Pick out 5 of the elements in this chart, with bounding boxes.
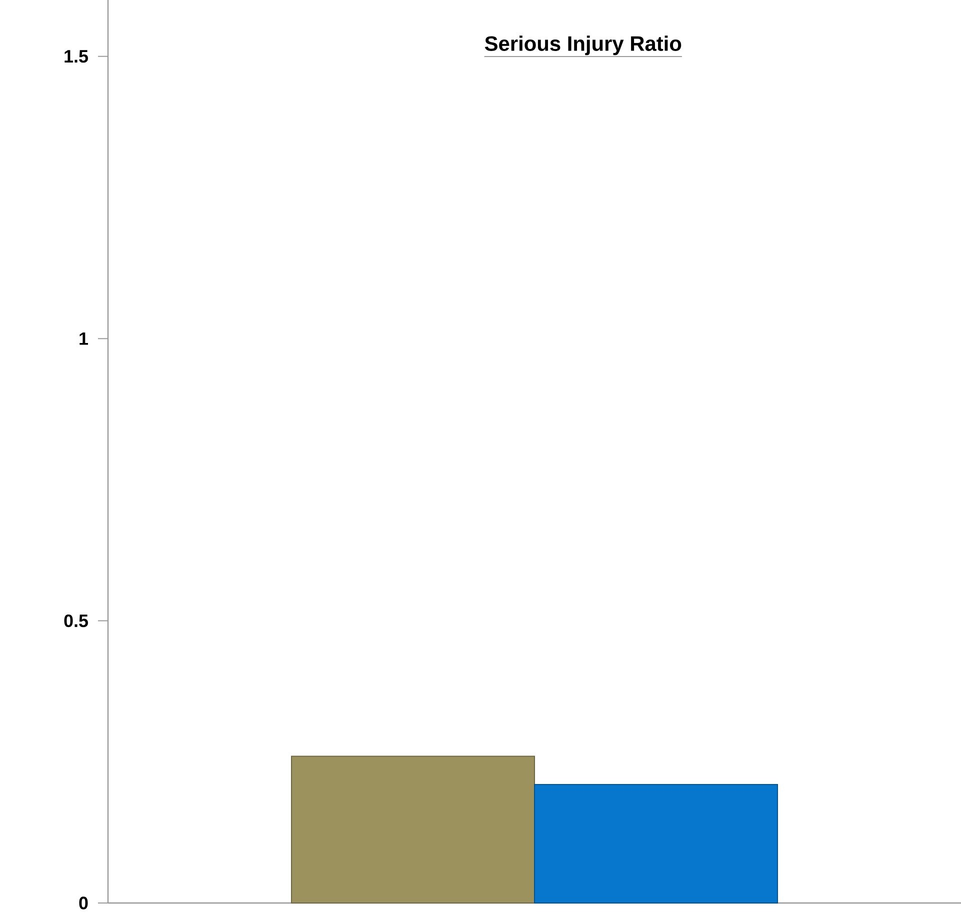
y-tick-label: 0 [79, 896, 88, 910]
text: Serious Injury Ratio [484, 36, 682, 56]
y-tick-label: 1.5 [64, 50, 88, 63]
y-tick-label: 0.5 [64, 614, 88, 628]
y-tick-label: 1 [80, 332, 88, 345]
